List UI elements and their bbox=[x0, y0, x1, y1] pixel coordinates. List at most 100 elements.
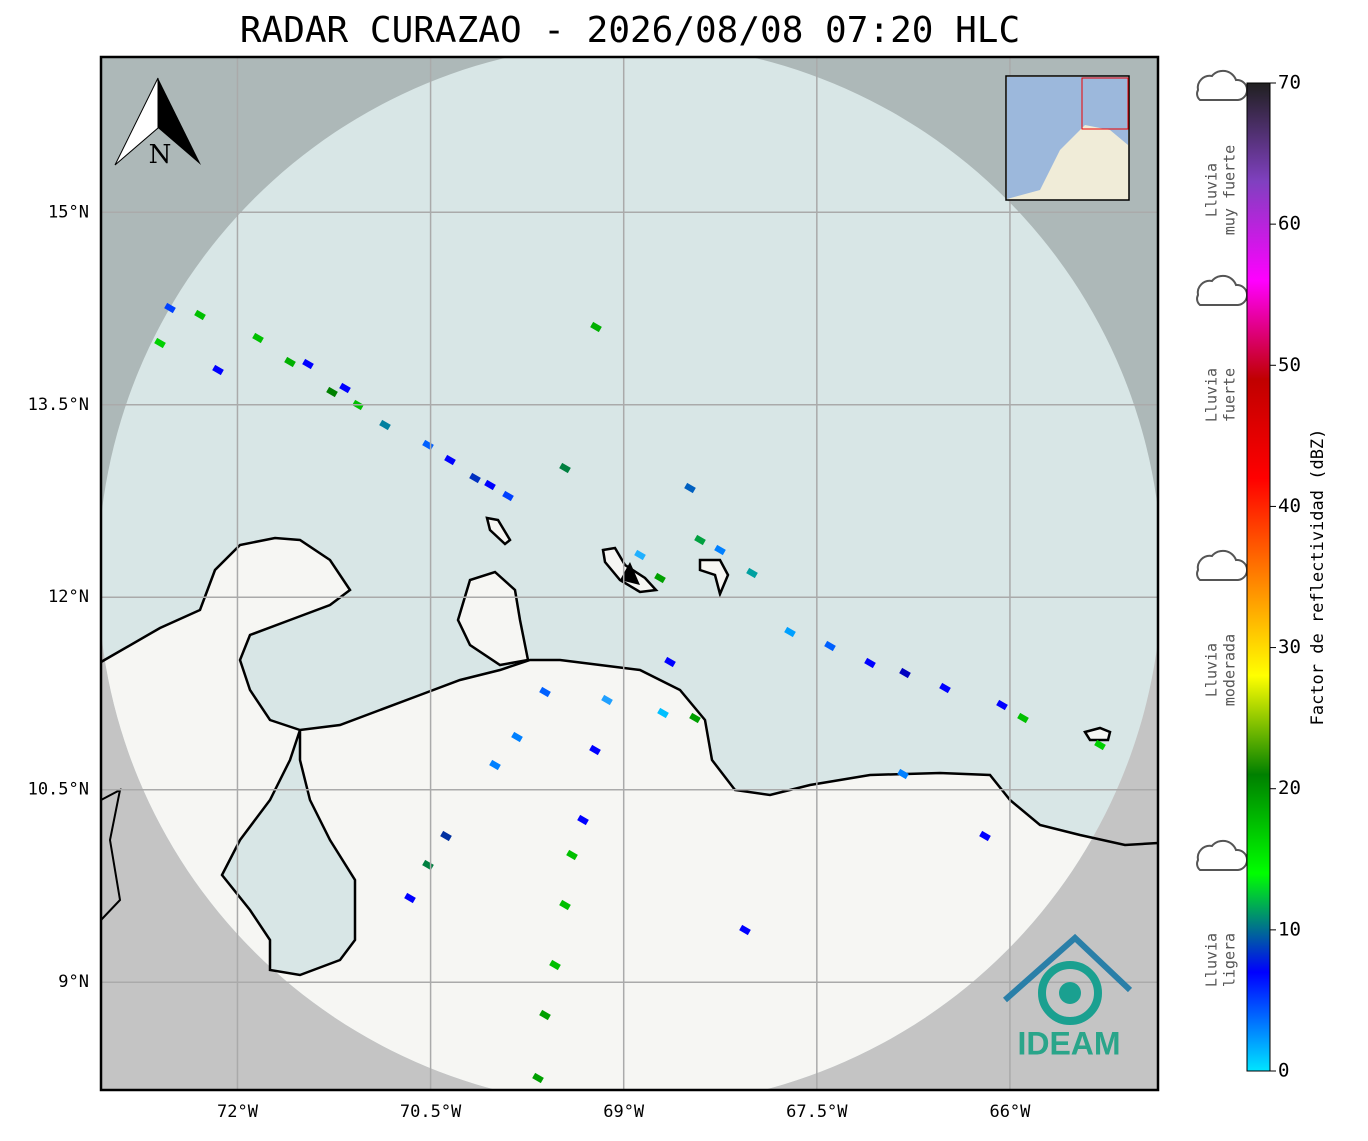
echo bbox=[469, 472, 481, 484]
colorbar-tick-label: 50 bbox=[1278, 354, 1301, 376]
legend-label: ligera bbox=[1221, 933, 1239, 987]
echo bbox=[899, 667, 911, 679]
echo bbox=[511, 731, 523, 743]
cloud-icon bbox=[1196, 274, 1248, 306]
legend-item: Lluvia ligera bbox=[1196, 839, 1248, 987]
bonaire bbox=[698, 558, 730, 598]
echo bbox=[539, 1009, 551, 1021]
echo bbox=[714, 544, 726, 556]
echo bbox=[532, 1072, 544, 1084]
cloud-icon bbox=[1196, 549, 1248, 581]
border bbox=[101, 788, 122, 921]
radar-site bbox=[620, 562, 640, 585]
echo bbox=[164, 302, 176, 314]
echo bbox=[484, 479, 496, 491]
echo bbox=[684, 482, 696, 494]
lon-tick-label: 70.5°W bbox=[400, 1102, 462, 1122]
north-arrow: N bbox=[114, 77, 201, 170]
legend-item: Lluvia muy fuerte bbox=[1196, 69, 1248, 235]
lat-tick-label: 9°N bbox=[58, 972, 89, 992]
lat-tick-label: 10.5°N bbox=[28, 780, 89, 800]
legend-label: moderada bbox=[1221, 634, 1239, 706]
lon-tick-label: 69°W bbox=[603, 1102, 645, 1122]
echo bbox=[502, 490, 514, 502]
echo bbox=[589, 744, 601, 756]
echo bbox=[689, 712, 701, 724]
colorbar-tick-label: 40 bbox=[1278, 495, 1301, 517]
legend-label: Lluvia bbox=[1203, 933, 1221, 987]
echo bbox=[784, 626, 796, 638]
echo bbox=[824, 640, 836, 652]
echo bbox=[194, 309, 206, 321]
legend-label: fuerte bbox=[1221, 368, 1239, 422]
legend-label: Lluvia bbox=[1203, 368, 1221, 422]
north-label: N bbox=[149, 140, 172, 170]
echo bbox=[404, 892, 416, 904]
echo bbox=[539, 686, 551, 698]
graticule bbox=[101, 57, 1158, 1090]
colorbar-tick-label: 60 bbox=[1278, 213, 1301, 235]
echo bbox=[559, 899, 571, 911]
logo-text: IDEAM bbox=[1017, 1025, 1120, 1061]
echo bbox=[897, 768, 909, 780]
lake-maracaibo bbox=[220, 729, 357, 977]
title: RADAR CURAZAO - 2026/08/08 07:20 HLC bbox=[240, 10, 1020, 51]
cloud-icon bbox=[1196, 69, 1248, 101]
echo bbox=[302, 358, 314, 370]
paraguana bbox=[456, 570, 530, 667]
legend-item: Lluvia fuerte bbox=[1196, 274, 1248, 422]
lat-tick-label: 13.5°N bbox=[28, 395, 89, 415]
echo bbox=[1017, 712, 1029, 724]
colorbar-tick-label: 10 bbox=[1278, 918, 1301, 940]
echo bbox=[664, 656, 676, 668]
echo bbox=[444, 454, 456, 466]
echo bbox=[489, 759, 501, 771]
echoes bbox=[154, 302, 1106, 1084]
colorbar-tick-label: 70 bbox=[1278, 72, 1301, 94]
legend-label: Lluvia bbox=[1203, 163, 1221, 217]
land bbox=[101, 538, 1158, 1090]
colorbar-tick-label: 30 bbox=[1278, 636, 1301, 658]
echo bbox=[154, 337, 166, 349]
map: N IDEAM bbox=[101, 57, 1158, 1090]
axis-labels: 15°N 13.5°N 12°N 10.5°N 9°N 72°W 70.5°W 69°W 67.… bbox=[28, 202, 1032, 1122]
colorbar-tick-label: 0 bbox=[1278, 1060, 1289, 1082]
echo bbox=[326, 386, 338, 398]
echo bbox=[212, 364, 224, 376]
aruba bbox=[485, 516, 512, 546]
island bbox=[1083, 726, 1112, 742]
echo bbox=[549, 959, 561, 971]
echo bbox=[590, 321, 602, 333]
echo bbox=[379, 419, 391, 431]
lat-tick-label: 12°N bbox=[48, 587, 89, 607]
colorbar-label: Factor de reflectividad (dBZ) bbox=[1308, 429, 1328, 726]
echo bbox=[1094, 739, 1106, 751]
plot-frame bbox=[99, 55, 1160, 1092]
echo bbox=[996, 699, 1008, 711]
echo bbox=[566, 849, 578, 861]
echo bbox=[577, 814, 589, 826]
echo bbox=[657, 707, 669, 719]
echo bbox=[979, 830, 991, 842]
echo bbox=[252, 332, 264, 344]
echo bbox=[339, 382, 351, 394]
echo bbox=[939, 682, 951, 694]
echo bbox=[284, 356, 296, 368]
echo bbox=[739, 924, 751, 936]
lon-tick-label: 66°W bbox=[989, 1102, 1031, 1122]
echo bbox=[601, 694, 613, 706]
echo bbox=[864, 657, 876, 669]
colorbar-tick-label: 20 bbox=[1278, 777, 1301, 799]
echo bbox=[440, 830, 452, 842]
echo bbox=[559, 462, 571, 474]
lon-tick-label: 72°W bbox=[217, 1102, 259, 1122]
legend-item: Lluvia moderada bbox=[1196, 549, 1248, 706]
cloud-icon bbox=[1196, 839, 1248, 871]
inset-map bbox=[1005, 75, 1130, 201]
colorbar bbox=[1246, 82, 1271, 1072]
echo bbox=[746, 567, 758, 579]
lat-tick-label: 15°N bbox=[48, 202, 89, 222]
echo bbox=[634, 549, 646, 561]
